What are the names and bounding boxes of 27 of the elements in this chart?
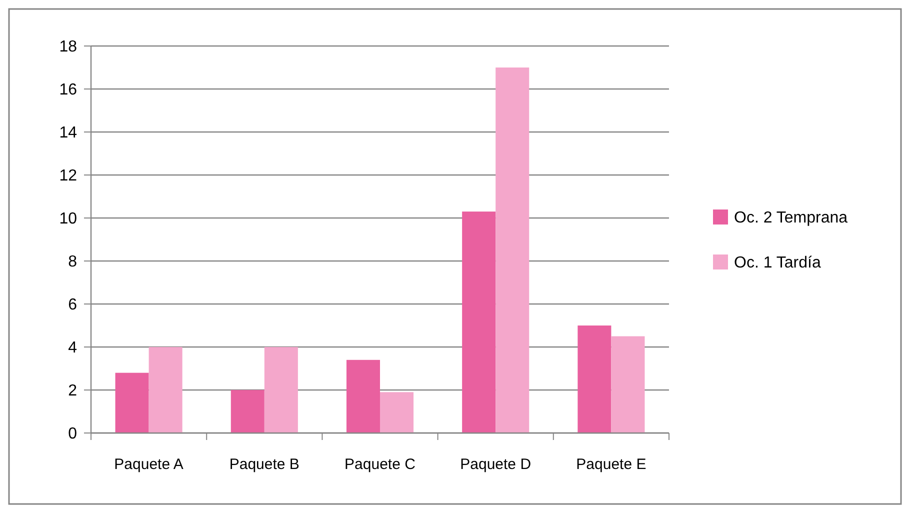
y-tick-label: 4	[68, 340, 78, 357]
bar	[346, 360, 380, 433]
x-tick-label: Paquete A	[114, 456, 184, 473]
x-tick-label: Paquete C	[344, 456, 416, 473]
x-tick-label: Paquete B	[229, 456, 300, 473]
y-tick-label: 10	[59, 210, 78, 228]
y-tick-label: 18	[59, 38, 78, 56]
bar	[115, 372, 149, 433]
y-tick-label: 2	[68, 382, 78, 400]
y-tick-label: 12	[59, 168, 78, 185]
x-tick-label: Paquete E	[576, 456, 646, 473]
legend-label: Oc. 1 Tardía	[734, 254, 821, 272]
y-tick-label: 14	[59, 124, 78, 142]
bar	[148, 347, 182, 433]
bar	[462, 212, 496, 433]
x-tick-label: Paquete D	[460, 456, 532, 473]
bar	[496, 68, 530, 433]
bar	[611, 336, 645, 433]
bar	[264, 347, 298, 433]
bar	[380, 392, 414, 433]
bar	[230, 390, 264, 433]
y-tick-label: 0	[68, 426, 78, 443]
legend-label: Oc. 2 Temprana	[734, 210, 848, 226]
bar	[578, 326, 612, 433]
y-tick-label: 6	[68, 296, 78, 314]
y-tick-label: 8	[68, 254, 78, 271]
y-tick-label: 16	[59, 82, 78, 99]
